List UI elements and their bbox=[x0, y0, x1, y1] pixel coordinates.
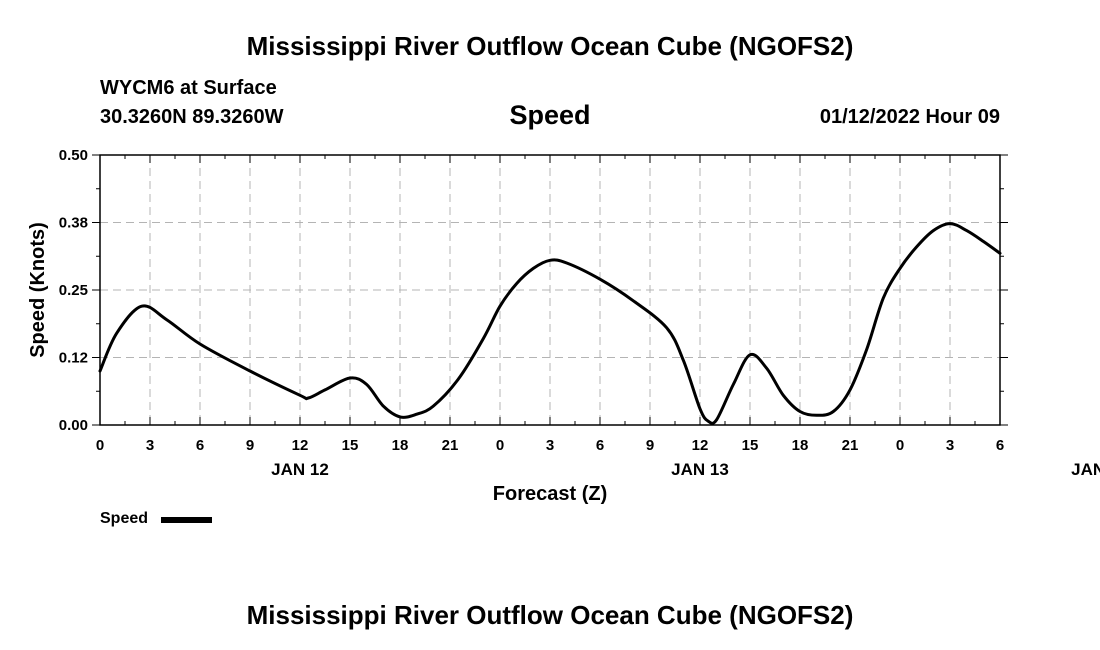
x-tick-label: 3 bbox=[546, 437, 554, 454]
y-tick-labels: 0.00 0.12 0.25 0.38 0.50 bbox=[59, 147, 88, 434]
x-tick-label: 18 bbox=[792, 437, 809, 454]
grid-lines bbox=[100, 154, 1000, 425]
x-tick-label: 0 bbox=[496, 437, 504, 454]
x-tick-label: 0 bbox=[96, 437, 104, 454]
day-label: JAN 14 bbox=[1071, 460, 1100, 479]
day-labels: JAN 12 JAN 13 JAN 14 bbox=[271, 460, 1100, 479]
legend-swatch bbox=[161, 517, 212, 523]
x-tick-labels: 0 3 6 9 12 15 18 21 0 3 6 9 12 15 18 21 0 3 6 bbox=[96, 437, 1004, 454]
y-tick-label: 0.38 bbox=[59, 215, 88, 232]
x-tick-label: 0 bbox=[896, 437, 904, 454]
legend-label: Speed bbox=[100, 510, 149, 527]
y-tick-label: 0.50 bbox=[59, 147, 88, 164]
x-tick-label: 12 bbox=[292, 437, 309, 454]
y-axis-label: Speed (Knots) bbox=[27, 222, 49, 358]
page-title: Mississippi River Outflow Ocean Cube (NG… bbox=[246, 31, 854, 61]
x-tick-label: 9 bbox=[646, 437, 654, 454]
x-tick-label: 21 bbox=[442, 437, 459, 454]
x-tick-label: 3 bbox=[946, 437, 954, 454]
series-layer bbox=[98, 222, 1002, 425]
x-axis-label: Forecast (Z) bbox=[493, 483, 607, 505]
forecast-datetime: 01/12/2022 Hour 09 bbox=[819, 106, 1000, 128]
x-tick-label: 6 bbox=[196, 437, 204, 454]
station-name: WYCM6 at Surface bbox=[100, 77, 277, 99]
next-chart-title: Mississippi River Outflow Ocean Cube (NG… bbox=[246, 600, 854, 630]
day-label: JAN 13 bbox=[671, 460, 729, 479]
y-tick-label: 0.00 bbox=[59, 417, 88, 434]
x-tick-label: 15 bbox=[742, 437, 759, 454]
x-tick-label: 18 bbox=[392, 437, 409, 454]
x-tick-label: 6 bbox=[596, 437, 604, 454]
plot-frame bbox=[99, 154, 1001, 426]
x-tick-label: 3 bbox=[146, 437, 154, 454]
station-coordinates: 30.3260N 89.3260W bbox=[100, 106, 284, 128]
x-tick-label: 12 bbox=[692, 437, 709, 454]
speed-series-line bbox=[98, 222, 1002, 425]
day-label: JAN 12 bbox=[271, 460, 329, 479]
chart-heading: Speed bbox=[509, 100, 591, 130]
x-tick-label: 15 bbox=[342, 437, 359, 454]
x-tick-label: 9 bbox=[246, 437, 254, 454]
x-tick-label: 6 bbox=[996, 437, 1004, 454]
x-tick-label: 21 bbox=[842, 437, 859, 454]
y-tick-label: 0.12 bbox=[59, 350, 88, 367]
y-tick-label: 0.25 bbox=[59, 282, 88, 299]
